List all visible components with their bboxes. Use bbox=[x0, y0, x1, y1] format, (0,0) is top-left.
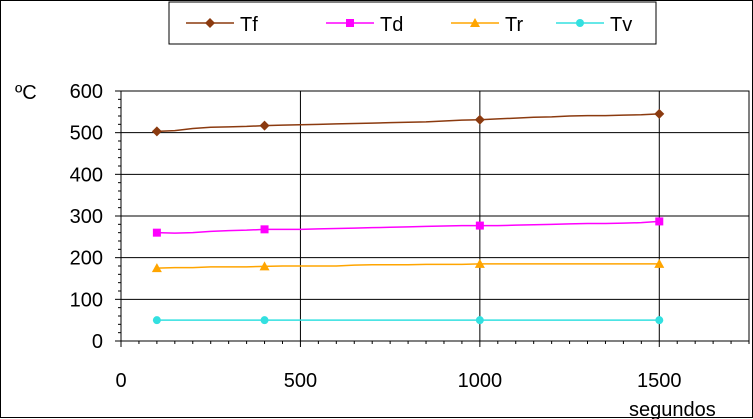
axis-labels: ºC segundos bbox=[15, 82, 716, 419]
legend: Tf Td Tr Tv bbox=[168, 1, 657, 45]
legend-marker-tf bbox=[205, 18, 215, 28]
data-point-tf bbox=[654, 108, 665, 119]
y-tick-label: 600 bbox=[70, 81, 103, 103]
y-tick-label: 100 bbox=[70, 289, 103, 311]
data-point-tv bbox=[260, 316, 269, 325]
y-tick-label: 200 bbox=[70, 248, 103, 270]
legend-marker-tr bbox=[470, 18, 480, 27]
x-tick-label: 500 bbox=[284, 370, 317, 392]
legend-label-tr: Tr bbox=[505, 14, 523, 36]
data-point-tv bbox=[655, 316, 664, 325]
data-point-tr bbox=[151, 263, 162, 273]
data-point-td bbox=[475, 221, 484, 230]
series-line-tr bbox=[156, 263, 660, 269]
data-point-tv bbox=[152, 316, 161, 325]
y-tick-label: 400 bbox=[70, 164, 103, 186]
grid-lines bbox=[121, 91, 749, 341]
series-line-td bbox=[156, 220, 660, 234]
y-tick-label: 300 bbox=[70, 206, 103, 228]
data-point-tf bbox=[474, 114, 485, 125]
y-axis-label: ºC bbox=[15, 82, 37, 104]
data-point-td bbox=[260, 225, 269, 234]
legend-label-td: Td bbox=[380, 14, 403, 36]
series-lines bbox=[151, 108, 665, 325]
y-tick-label: 0 bbox=[92, 331, 103, 353]
legend-label-tv: Tv bbox=[610, 14, 632, 36]
x-tick-label: 0 bbox=[115, 370, 126, 392]
legend-marker-td bbox=[346, 19, 354, 27]
axes: 0 100 200 300 400 500 600 0 500 1000 1500 bbox=[70, 81, 750, 392]
data-point-tr bbox=[654, 258, 665, 268]
y-tick-label: 500 bbox=[70, 123, 103, 145]
x-axis-label: segundos bbox=[629, 399, 716, 419]
data-point-tv bbox=[475, 316, 484, 325]
data-point-tf bbox=[151, 126, 162, 137]
data-point-td bbox=[152, 228, 161, 237]
legend-marker-tv bbox=[576, 19, 584, 27]
data-point-tf bbox=[259, 120, 270, 131]
data-point-tr bbox=[259, 261, 270, 271]
series-line-tf bbox=[156, 113, 660, 133]
legend-label-tf: Tf bbox=[240, 14, 258, 36]
data-point-tr bbox=[474, 258, 485, 268]
data-point-td bbox=[655, 217, 664, 226]
x-tick-label: 1500 bbox=[637, 370, 682, 392]
x-tick-label: 1000 bbox=[458, 370, 503, 392]
